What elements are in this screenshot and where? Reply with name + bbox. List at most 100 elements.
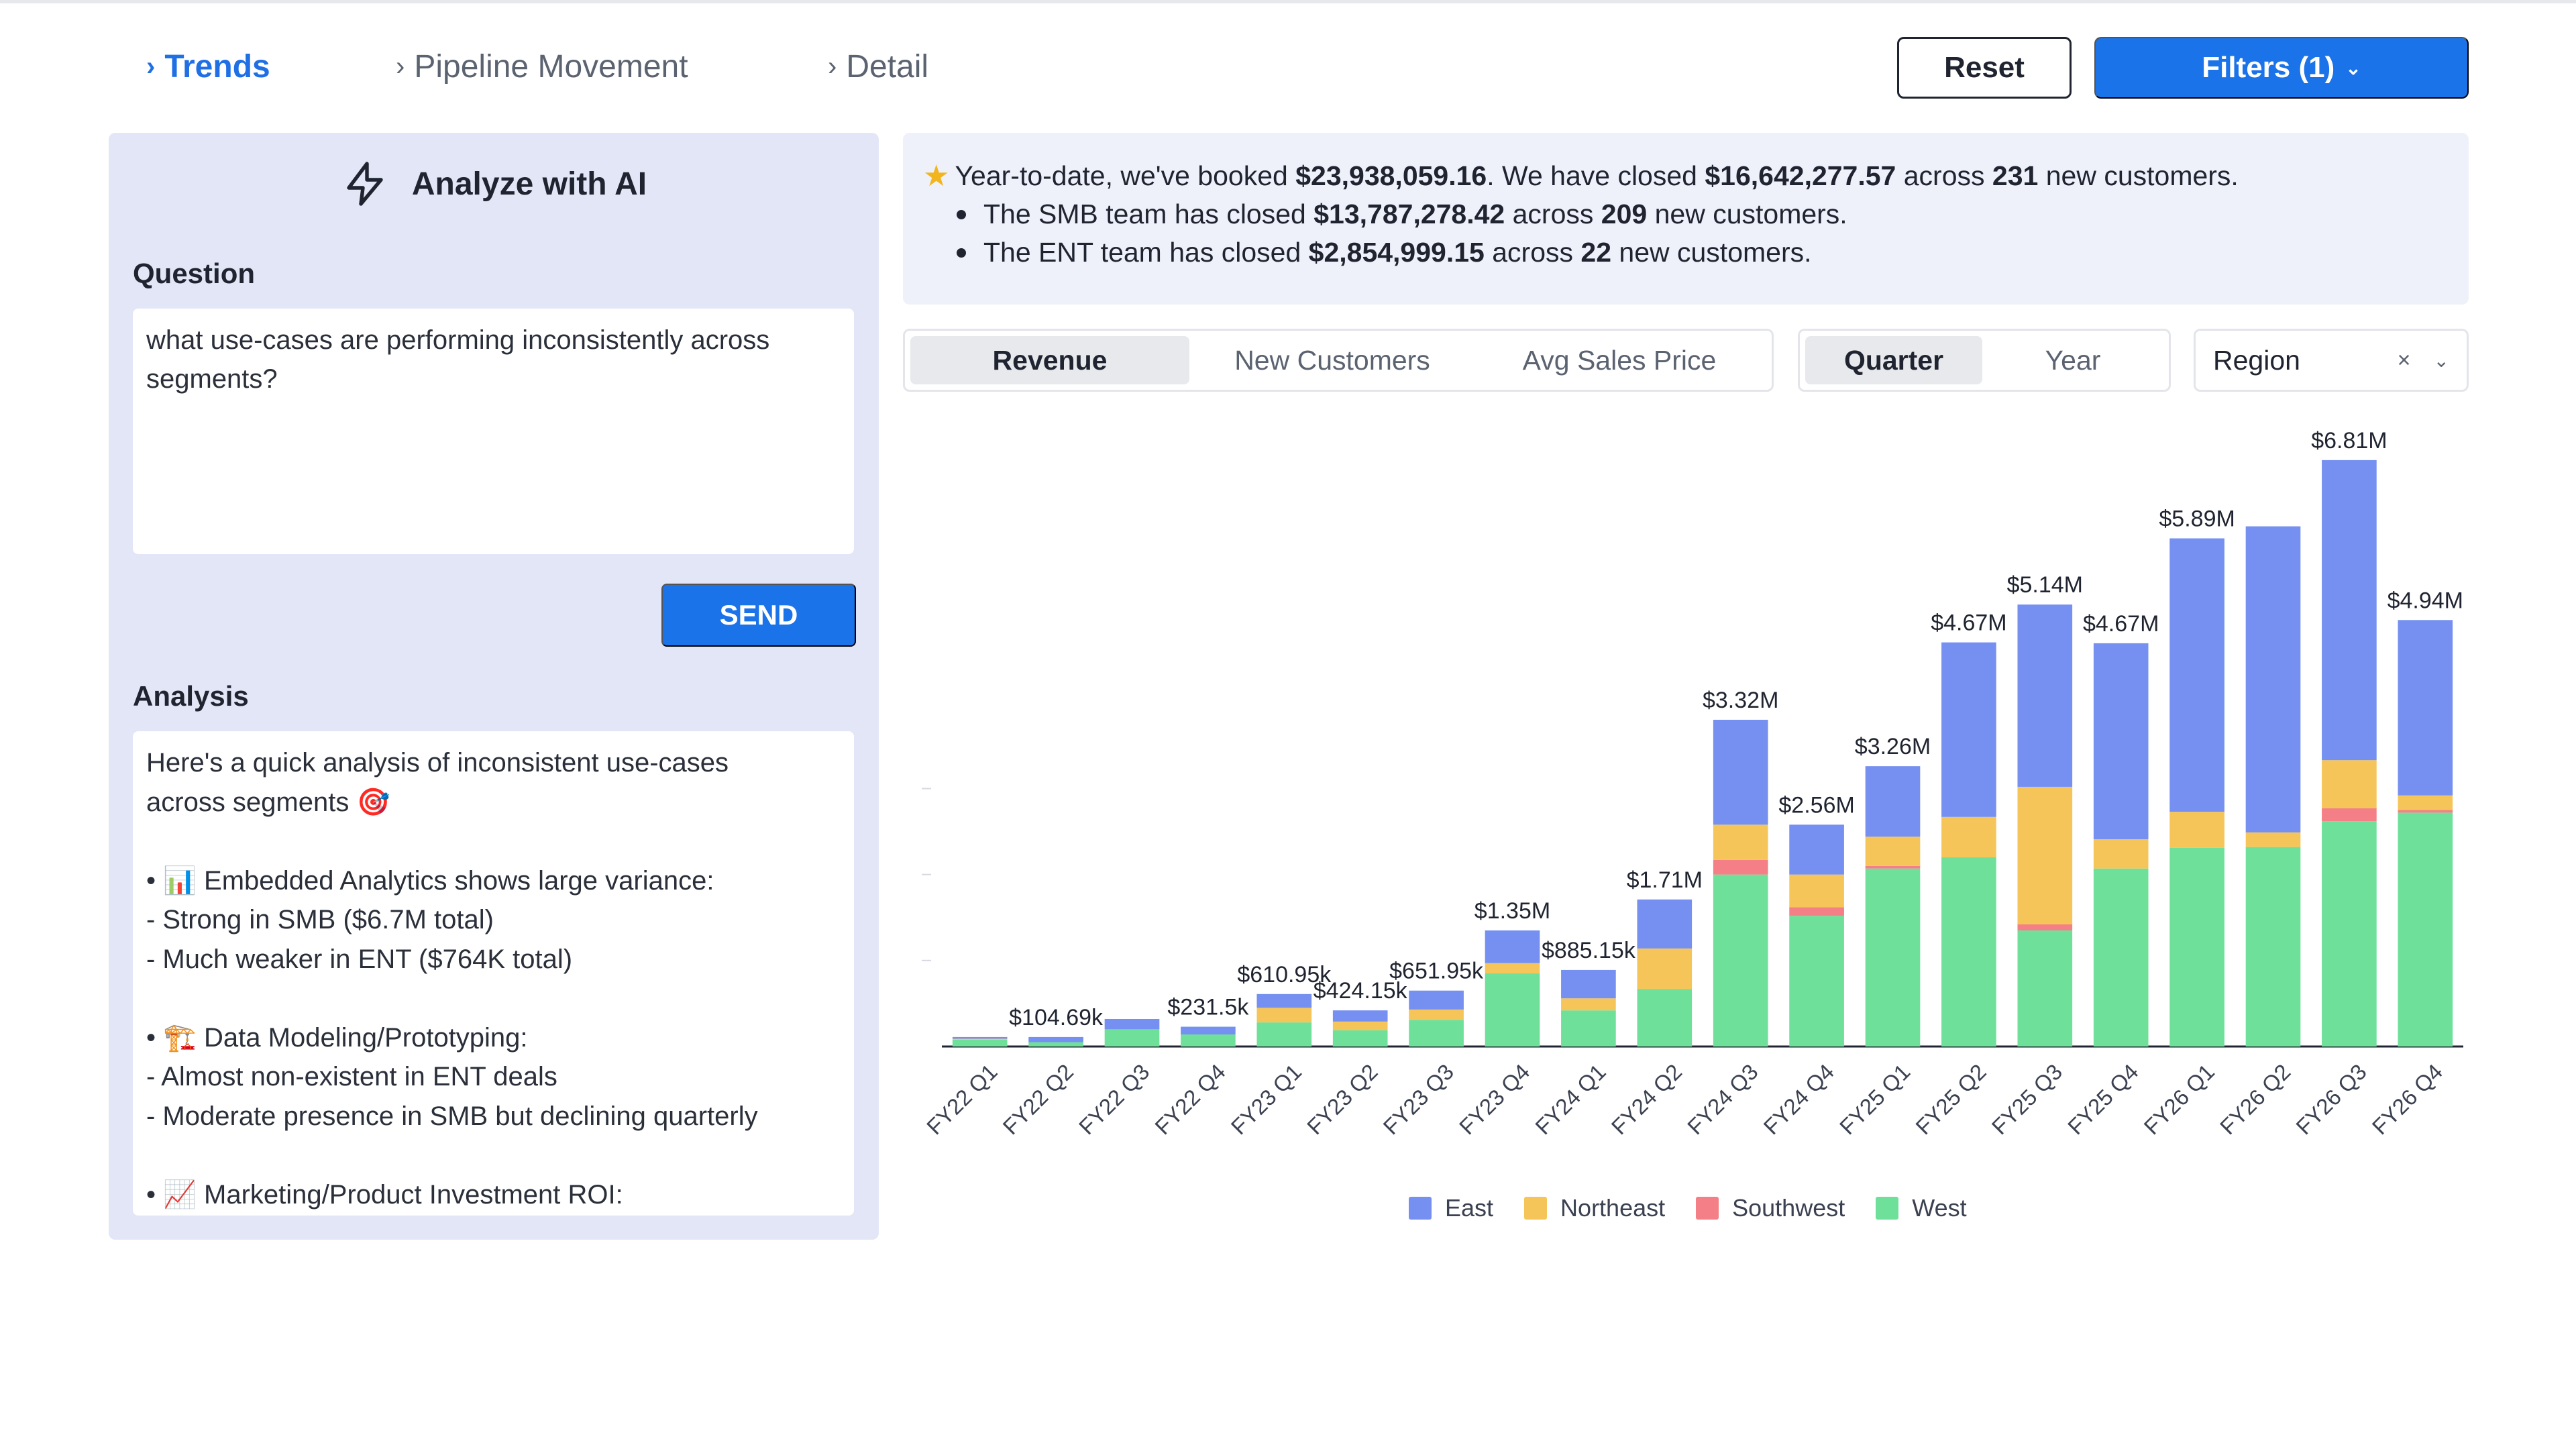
summary-text: The SMB team has closed xyxy=(983,199,1314,229)
bar-segment-east xyxy=(2322,460,2377,761)
bar-segment-east xyxy=(952,1036,1008,1039)
tab-trends[interactable]: › Trends xyxy=(146,48,270,85)
bar-segment-east xyxy=(1865,766,1921,837)
group-by-select[interactable]: Region × ⌄ xyxy=(2194,329,2469,392)
bar-segment-east xyxy=(1104,1018,1160,1030)
summary-text: across xyxy=(1505,199,1601,229)
bar-total-label: $651.95k xyxy=(1389,959,1484,984)
chevron-right-icon: › xyxy=(828,52,837,81)
legend-item-southwest[interactable]: Southwest xyxy=(1696,1194,1845,1222)
legend-swatch-northeast xyxy=(1524,1197,1548,1220)
chevron-right-icon: › xyxy=(146,52,156,81)
bar-segment-west xyxy=(2398,812,2453,1046)
legend-item-east[interactable]: East xyxy=(1409,1194,1493,1222)
bar-segment-northeast xyxy=(1485,963,1540,974)
send-button[interactable]: SEND xyxy=(661,584,856,647)
bar-segment-northeast xyxy=(1941,816,1996,858)
metric-option-avg-sales-price[interactable]: Avg Sales Price xyxy=(1522,344,1717,376)
legend-item-northeast[interactable]: Northeast xyxy=(1524,1194,1665,1222)
bar-segment-west xyxy=(1181,1034,1236,1046)
legend-label-west: West xyxy=(1912,1194,1967,1222)
customer-count: 231 xyxy=(1992,160,2039,191)
metric-option-new-customers[interactable]: New Customers xyxy=(1234,344,1430,376)
analysis-line: • 🏗️ Data Modeling/Prototyping: xyxy=(146,1022,528,1053)
bar-segment-west xyxy=(952,1039,1008,1046)
bar-segment-northeast xyxy=(952,1038,1008,1040)
star-icon: ★ xyxy=(923,160,950,193)
bar-segment-west xyxy=(1713,874,1768,1046)
ytd-summary: ★ Year-to-date, we've booked $23,938,059.… xyxy=(903,133,2469,305)
smb-customer-count: 209 xyxy=(1601,199,1648,229)
x-tick-label: FY22 Q3 xyxy=(1074,1059,1155,1140)
filters-button[interactable]: Filters (1) ⌄ xyxy=(2094,37,2469,99)
bar-segment-east xyxy=(2017,604,2073,787)
bar-total-label: $424.15k xyxy=(1313,978,1408,1004)
bar-segment-east xyxy=(1561,969,1616,999)
booked-amount: $23,938,059.16 xyxy=(1295,160,1487,191)
x-tick-label: FY24 Q2 xyxy=(1607,1059,1687,1140)
bar-segment-east xyxy=(1637,899,1693,949)
metric-option-revenue[interactable]: Revenue xyxy=(910,336,1189,384)
bar-segment-northeast xyxy=(1256,1008,1312,1023)
bar-total-label: $2.56M xyxy=(1778,792,1854,818)
question-input[interactable]: what use-cases are performing inconsiste… xyxy=(133,309,854,554)
period-toggle: Quarter Year xyxy=(1798,329,2171,392)
summary-line-smb: The SMB team has closed $13,787,278.42 a… xyxy=(923,195,2469,233)
bar-total-label: $4.94M xyxy=(2387,588,2463,613)
x-tick-label: FY23 Q1 xyxy=(1226,1059,1307,1140)
bar-segment-east xyxy=(1485,930,1540,963)
bar-segment-west xyxy=(1561,1010,1616,1046)
legend-swatch-east xyxy=(1409,1197,1432,1220)
lightning-icon xyxy=(347,162,383,206)
bar-segment-west xyxy=(1789,916,1844,1046)
x-tick-label: FY25 Q2 xyxy=(1911,1059,1991,1140)
bar-segment-east xyxy=(2398,620,2453,796)
reset-button[interactable]: Reset xyxy=(1897,37,2072,99)
bar-segment-west xyxy=(1028,1042,1083,1046)
bar-total-label: $104.69k xyxy=(1009,1005,1104,1030)
x-tick-label: FY24 Q1 xyxy=(1530,1059,1611,1140)
bar-total-label: $6.81M xyxy=(2311,428,2387,453)
x-tick-label: FY23 Q4 xyxy=(1454,1059,1535,1140)
legend-label-east: East xyxy=(1445,1194,1494,1222)
metric-toggle: Revenue New Customers Avg Sales Price xyxy=(903,329,1774,392)
clear-icon[interactable]: × xyxy=(2397,347,2411,373)
tab-pipeline-movement[interactable]: › Pipeline Movement xyxy=(396,48,688,85)
x-tick-label: FY25 Q4 xyxy=(2063,1059,2143,1140)
bar-segment-east xyxy=(1713,719,1768,825)
bar-segment-east xyxy=(1409,990,1464,1010)
smb-closed-amount: $13,787,278.42 xyxy=(1313,199,1505,229)
bar-segment-northeast xyxy=(1713,824,1768,860)
x-tick-label: FY26 Q3 xyxy=(2291,1059,2371,1140)
bar-segment-northeast xyxy=(2017,786,2073,924)
x-tick-label: FY25 Q3 xyxy=(1987,1059,2068,1140)
bar-segment-northeast xyxy=(2093,839,2149,869)
legend-item-west[interactable]: West xyxy=(1876,1194,1967,1222)
ai-panel-title: Analyze with AI xyxy=(411,166,647,202)
x-tick-label: FY25 Q1 xyxy=(1835,1059,1915,1140)
period-option-year[interactable]: Year xyxy=(2045,344,2101,376)
tab-trends-label: Trends xyxy=(164,49,270,85)
bar-segment-east xyxy=(2169,538,2224,812)
bar-segment-west xyxy=(1409,1020,1464,1046)
bar-segment-east xyxy=(2245,526,2301,833)
bar-segment-west xyxy=(2017,930,2073,1046)
bar-segment-west xyxy=(1865,868,1921,1046)
ai-panel-header: Analyze with AI xyxy=(109,160,879,208)
bar-segment-west xyxy=(2322,821,2377,1046)
bar-segment-west xyxy=(2093,868,2149,1046)
chevron-down-icon[interactable]: ⌄ xyxy=(2433,350,2449,371)
bar-segment-east xyxy=(2093,643,2149,840)
tab-detail[interactable]: › Detail xyxy=(828,48,928,85)
x-tick-label: FY24 Q4 xyxy=(1758,1059,1839,1140)
bar-segment-southwest xyxy=(2398,810,2453,813)
bar-total-label: $5.14M xyxy=(2007,572,2083,598)
bar-total-label: $231.5k xyxy=(1167,995,1249,1020)
period-option-quarter[interactable]: Quarter xyxy=(1805,336,1982,384)
analysis-line xyxy=(146,979,841,1018)
bar-segment-east xyxy=(1028,1036,1083,1042)
closed-amount: $16,642,277.57 xyxy=(1705,160,1896,191)
analysis-line: - Almost non-existent in ENT deals xyxy=(146,1062,557,1091)
summary-text: The ENT team has closed xyxy=(983,237,1309,268)
